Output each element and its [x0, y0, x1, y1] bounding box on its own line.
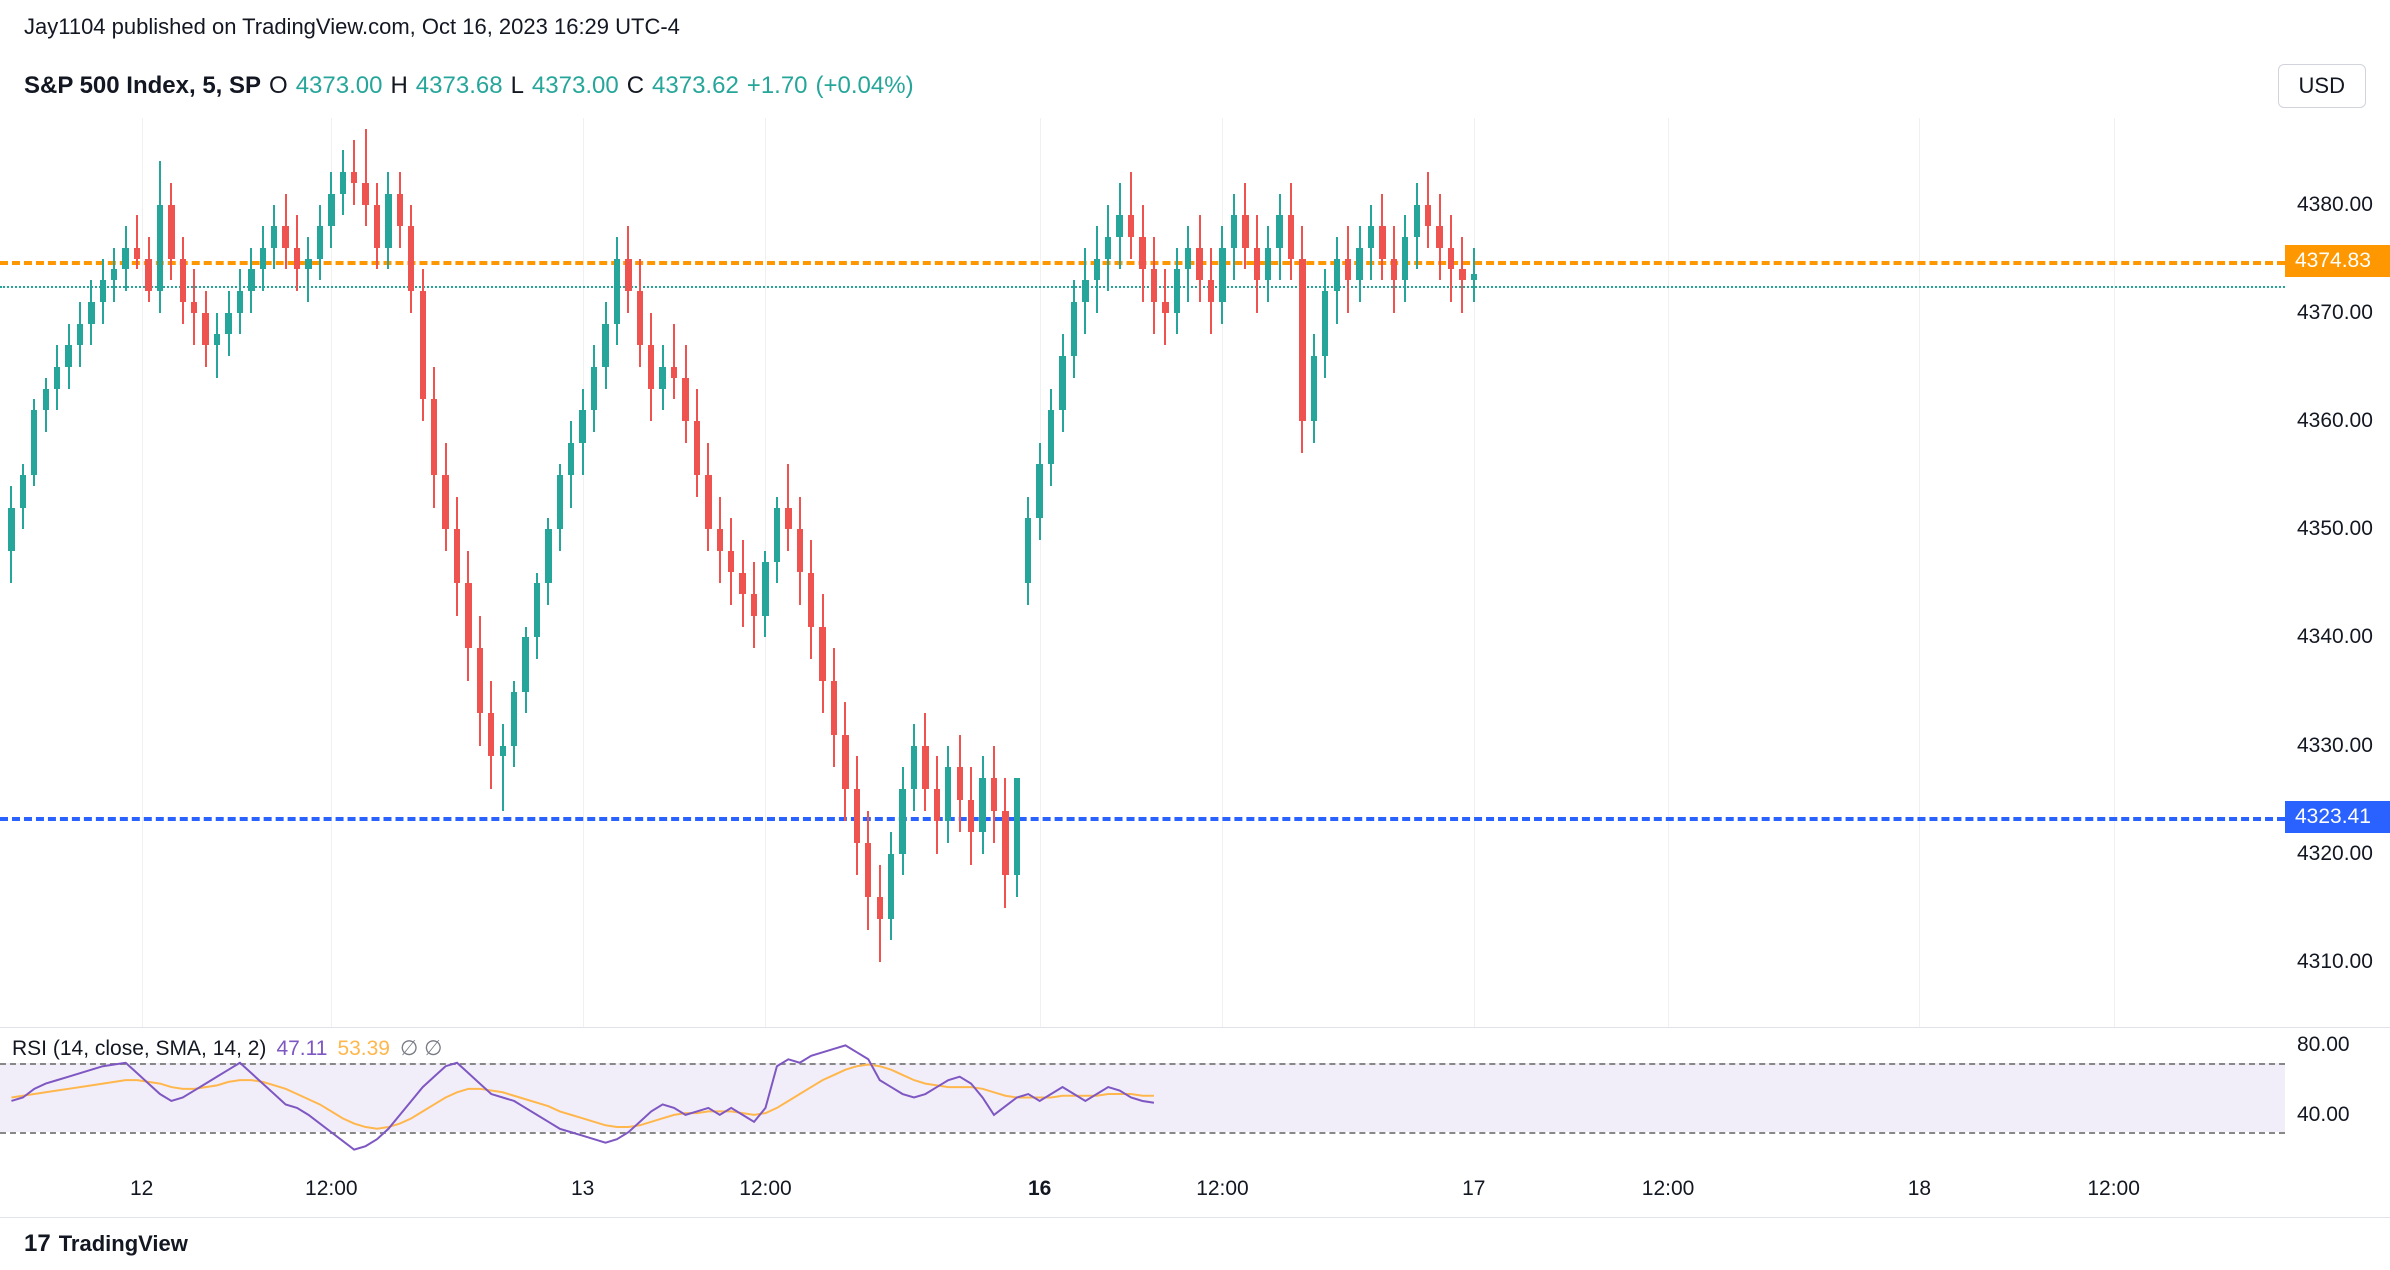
time-tick: 17: [1462, 1177, 1485, 1201]
l-value: 4373.00: [532, 72, 619, 100]
time-tick: 12: [130, 1177, 153, 1201]
rsi-title: RSI (14, close, SMA, 14, 2): [12, 1037, 266, 1061]
h-label: H: [390, 72, 407, 100]
price-tick: 4350.00: [2297, 517, 2373, 541]
rsi-symbols: ∅ ∅: [400, 1036, 442, 1061]
publish-header: Jay1104 published on TradingView.com, Oc…: [0, 0, 2390, 54]
price-tag-blue: 4323.41: [2285, 801, 2390, 833]
time-tick: 18: [1908, 1177, 1931, 1201]
c-label: C: [627, 72, 644, 100]
c-value: 4373.62: [652, 72, 739, 100]
time-tick: 12:00: [1196, 1177, 1249, 1201]
symbol-name[interactable]: S&P 500 Index, 5, SP: [24, 72, 261, 100]
info-bar: S&P 500 Index, 5, SP O 4373.00 H 4373.68 L…: [0, 54, 2390, 118]
price-tick: 4370.00: [2297, 301, 2373, 325]
tradingview-logo-text[interactable]: TradingView: [59, 1231, 188, 1257]
price-tag-orange: 4374.83: [2285, 245, 2390, 277]
l-label: L: [511, 72, 524, 100]
price-tick: 4320.00: [2297, 842, 2373, 866]
rsi-tick: 80.00: [2297, 1033, 2350, 1057]
price-axis[interactable]: 4310.00 4320.00 4330.00 4340.00 4350.00 4360.…: [2285, 118, 2390, 1027]
publish-text: Jay1104 published on TradingView.com, Oc…: [24, 14, 680, 39]
time-tick: 12:00: [305, 1177, 358, 1201]
rsi-tick: 40.00: [2297, 1103, 2350, 1127]
rsi-value: 47.11: [276, 1037, 327, 1061]
chart-area: 4310.00 4320.00 4330.00 4340.00 4350.00 4360.…: [0, 118, 2390, 1217]
time-tick: 12:00: [1642, 1177, 1695, 1201]
o-label: O: [269, 72, 288, 100]
rsi-axis[interactable]: 40.00 80.00: [2285, 1028, 2390, 1167]
change-value: +1.70: [747, 72, 808, 100]
time-axis[interactable]: 12 12:00 13 12:00 16 12:00 17 12:00 18 12:00: [0, 1167, 2285, 1217]
o-value: 4373.00: [296, 72, 383, 100]
time-tick: 13: [571, 1177, 594, 1201]
price-tick: 4360.00: [2297, 409, 2373, 433]
rsi-plot[interactable]: RSI (14, close, SMA, 14, 2) 47.11 53.39 …: [0, 1028, 2285, 1167]
footer: 17 TradingView: [0, 1217, 2390, 1270]
currency-selector[interactable]: USD: [2278, 64, 2366, 108]
time-tick: 16: [1028, 1177, 1051, 1201]
price-tick: 4310.00: [2297, 950, 2373, 974]
change-pct: (+0.04%): [816, 72, 914, 100]
rsi-sma-value: 53.39: [337, 1037, 390, 1061]
price-tick: 4380.00: [2297, 193, 2373, 217]
time-tick: 12:00: [2087, 1177, 2140, 1201]
h-value: 4373.68: [416, 72, 503, 100]
price-tick: 4340.00: [2297, 625, 2373, 649]
main-plot[interactable]: [0, 118, 2285, 1027]
price-tick: 4330.00: [2297, 734, 2373, 758]
time-tick: 12:00: [739, 1177, 792, 1201]
tradingview-logo-icon: 17: [24, 1230, 51, 1258]
